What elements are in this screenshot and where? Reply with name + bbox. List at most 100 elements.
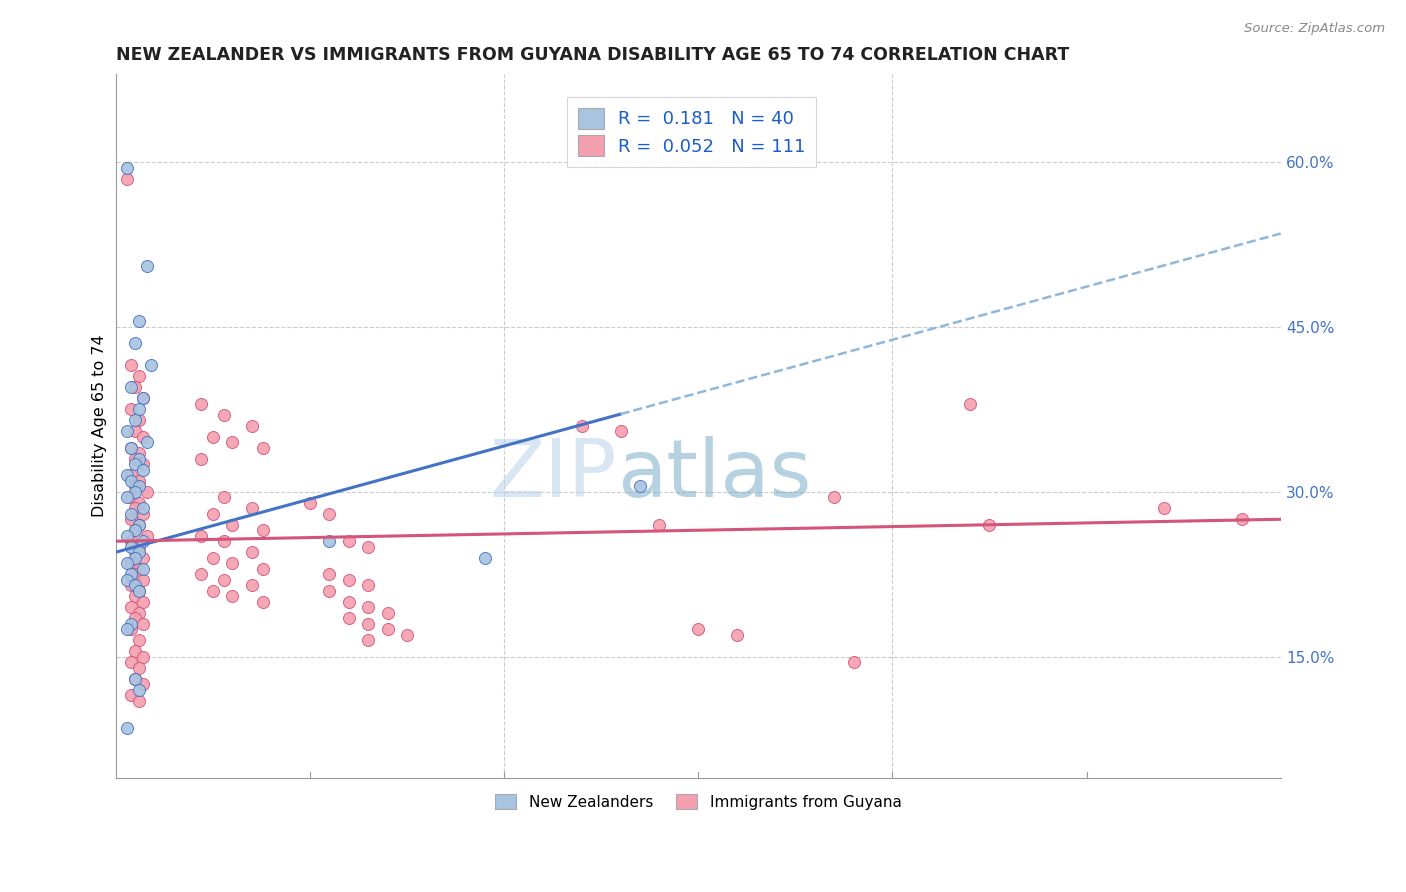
Point — [124, 413, 146, 427]
Point — [120, 441, 142, 455]
Point — [120, 622, 142, 636]
Point — [240, 578, 263, 592]
Point — [337, 573, 360, 587]
Point — [609, 425, 631, 439]
Point — [128, 451, 150, 466]
Point — [240, 501, 263, 516]
Point — [128, 446, 150, 460]
Point — [1153, 501, 1175, 516]
Point — [120, 655, 142, 669]
Point — [120, 578, 142, 592]
Point — [337, 534, 360, 549]
Text: ZIP: ZIP — [489, 436, 617, 514]
Point — [124, 550, 146, 565]
Point — [128, 660, 150, 674]
Point — [128, 314, 150, 328]
Point — [128, 517, 150, 532]
Point — [132, 392, 155, 406]
Point — [132, 458, 155, 472]
Point — [252, 562, 274, 576]
Point — [1230, 512, 1253, 526]
Point — [132, 507, 155, 521]
Point — [117, 556, 139, 570]
Point — [117, 171, 139, 186]
Point — [135, 484, 157, 499]
Text: Source: ZipAtlas.com: Source: ZipAtlas.com — [1244, 22, 1385, 36]
Point — [117, 425, 139, 439]
Point — [128, 562, 150, 576]
Point — [117, 573, 139, 587]
Point — [120, 402, 142, 417]
Point — [124, 672, 146, 686]
Point — [648, 517, 671, 532]
Point — [124, 611, 146, 625]
Point — [252, 441, 274, 455]
Point — [132, 501, 155, 516]
Point — [128, 693, 150, 707]
Point — [120, 616, 142, 631]
Point — [124, 672, 146, 686]
Point — [120, 468, 142, 483]
Point — [124, 336, 146, 351]
Point — [132, 550, 155, 565]
Point — [823, 490, 845, 504]
Point — [132, 573, 155, 587]
Point — [120, 380, 142, 394]
Point — [120, 441, 142, 455]
Point — [128, 474, 150, 488]
Point — [117, 529, 139, 543]
Point — [128, 606, 150, 620]
Point — [128, 413, 150, 427]
Point — [120, 688, 142, 702]
Point — [357, 540, 380, 554]
Point — [190, 451, 212, 466]
Point — [240, 418, 263, 433]
Point — [298, 496, 321, 510]
Point — [688, 622, 710, 636]
Point — [842, 655, 865, 669]
Point — [120, 534, 142, 549]
Point — [725, 628, 748, 642]
Point — [132, 649, 155, 664]
Point — [132, 392, 155, 406]
Point — [128, 583, 150, 598]
Point — [120, 600, 142, 615]
Point — [124, 578, 146, 592]
Point — [120, 507, 142, 521]
Point — [120, 474, 142, 488]
Point — [128, 682, 150, 697]
Point — [201, 430, 224, 444]
Point — [132, 534, 155, 549]
Point — [120, 490, 142, 504]
Point — [214, 408, 236, 422]
Point — [128, 517, 150, 532]
Point — [214, 534, 236, 549]
Point — [221, 589, 243, 603]
Point — [120, 359, 142, 373]
Point — [124, 567, 146, 582]
Point — [357, 616, 380, 631]
Point — [132, 562, 155, 576]
Point — [201, 507, 224, 521]
Point — [139, 359, 162, 373]
Point — [628, 479, 651, 493]
Point — [120, 512, 142, 526]
Point — [124, 589, 146, 603]
Y-axis label: Disability Age 65 to 74: Disability Age 65 to 74 — [93, 334, 107, 517]
Point — [135, 435, 157, 450]
Point — [571, 418, 593, 433]
Point — [128, 540, 150, 554]
Point — [318, 583, 340, 598]
Point — [128, 369, 150, 384]
Point — [117, 721, 139, 735]
Point — [318, 567, 340, 582]
Point — [357, 600, 380, 615]
Point — [132, 463, 155, 477]
Point — [201, 583, 224, 598]
Point — [190, 567, 212, 582]
Point — [357, 633, 380, 648]
Point — [117, 490, 139, 504]
Point — [190, 529, 212, 543]
Point — [135, 260, 157, 274]
Point — [357, 578, 380, 592]
